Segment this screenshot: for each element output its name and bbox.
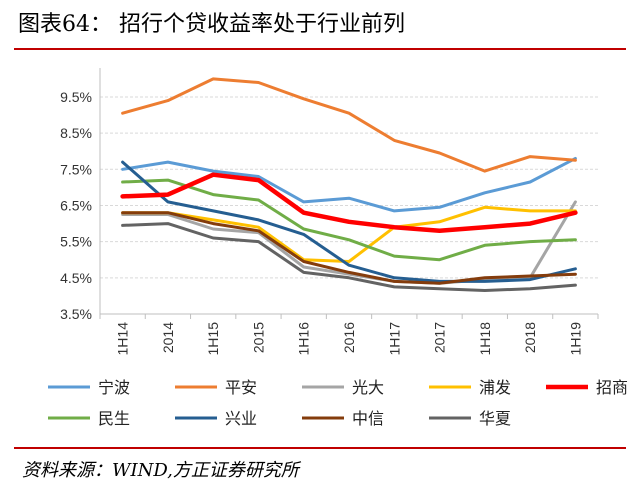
x-tick-label: 1H16 [296, 322, 312, 356]
series-line-4 [121, 205, 577, 263]
legend-label: 平安 [225, 378, 257, 397]
legend-label: 浦发 [479, 378, 511, 397]
x-tick-label: 1H19 [567, 322, 583, 356]
y-tick-label: 8.5% [60, 125, 92, 141]
legend-label: 宁波 [98, 378, 130, 397]
series-line-1 [121, 156, 577, 213]
source-divider [14, 447, 626, 449]
x-tick-label: 2017 [432, 322, 448, 353]
figure-title: 图表64： 招行个贷收益率处于行业前列 [18, 12, 405, 37]
x-tick-label: 1H14 [115, 322, 131, 356]
y-tick-label: 7.5% [60, 161, 92, 177]
series-line-8 [121, 211, 577, 285]
x-tick-label: 1H18 [477, 322, 493, 356]
x-tick-label: 2016 [341, 322, 357, 353]
series-lines [120, 77, 578, 292]
legend-label: 民生 [98, 409, 130, 428]
y-tick-label: 3.5% [60, 306, 92, 322]
x-tick-label: 1H17 [386, 322, 402, 356]
x-tick-label: 2014 [160, 322, 176, 353]
legend-label: 光大 [352, 378, 384, 397]
series-line-9 [121, 222, 577, 292]
x-tick-label: 2015 [250, 322, 266, 353]
y-tick-label: 4.5% [60, 270, 92, 286]
series-line-6 [121, 178, 577, 262]
gridlines [100, 96, 598, 279]
y-tick-label: 5.5% [60, 234, 92, 250]
legend-label: 兴业 [225, 409, 257, 428]
axes: 3.5% 4.5% 5.5% 6.5% 7.5% 8.5% 9.5% 1H14 2014 1H15… [60, 68, 599, 356]
y-tick-label: 9.5% [60, 89, 92, 105]
x-tick-label: 1H15 [205, 322, 221, 356]
legend-label: 中信 [352, 409, 384, 428]
figure-source: 资料来源：WIND,方正证券研究所 [22, 460, 299, 481]
legend-label: 招商 [596, 378, 628, 397]
series-line-3 [121, 200, 577, 285]
legend-label: 华夏 [479, 409, 511, 428]
series-line-2 [121, 77, 577, 173]
x-tick-label: 2018 [522, 322, 538, 353]
y-tick-label: 6.5% [60, 197, 92, 213]
series-line-7 [121, 160, 577, 283]
line-chart: 3.5% 4.5% 5.5% 6.5% 7.5% 8.5% 9.5% 1H14 2014 1H15… [48, 68, 628, 428]
title-divider [14, 48, 626, 50]
series-line-5 [120, 172, 578, 234]
